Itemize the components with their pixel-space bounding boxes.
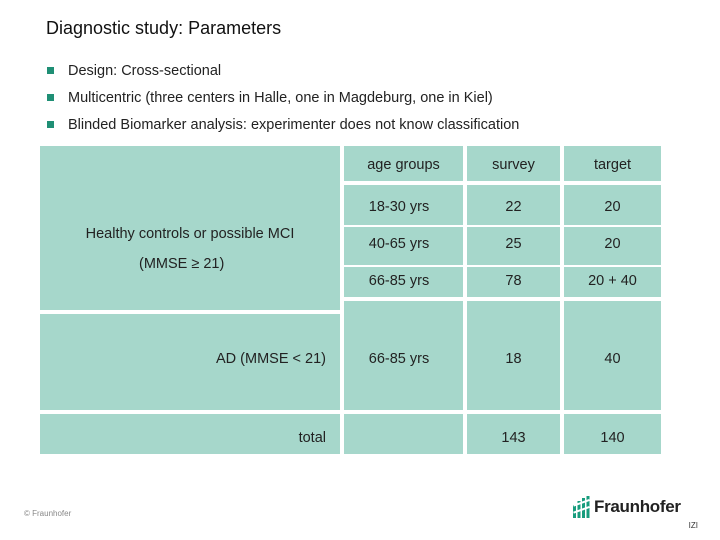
group-label-cell-healthy — [40, 146, 340, 310]
group-label-cell-ad — [40, 314, 340, 410]
ad-label: AD (MMSE < 21) — [216, 351, 326, 367]
cell-ad-survey — [467, 301, 560, 410]
fraunhofer-logo-icon — [573, 496, 590, 518]
bullet-square-icon — [47, 121, 54, 128]
cell-row3-target — [564, 267, 661, 297]
cell-row2-target — [564, 227, 661, 265]
cell-row2-age — [344, 227, 463, 265]
row1-target: 20 — [604, 199, 621, 215]
bullet-item: Multicentric (three centers in Halle, on… — [46, 89, 519, 116]
row1-age: 18-30 yrs — [368, 199, 430, 215]
bullet-text: Design: Cross-sectional — [68, 63, 222, 79]
total-survey: 143 — [501, 430, 526, 446]
healthy-label-line2: (MMSE ≥ 21) — [139, 256, 225, 272]
slide-title: Diagnostic study: Parameters — [46, 18, 282, 38]
ad-age: 66-85 yrs — [368, 351, 430, 367]
bullet-text: Blinded Biomarker analysis: experimenter… — [68, 117, 520, 133]
copyright-footer: © Fraunhofer — [24, 509, 72, 518]
row2-target: 20 — [604, 236, 621, 252]
bullet-item: Design: Cross-sectional — [46, 62, 519, 89]
logo-institute: IZI — [688, 521, 698, 530]
row1-survey: 22 — [505, 199, 522, 215]
header-survey: survey — [492, 157, 535, 173]
row2-age: 40-65 yrs — [368, 236, 430, 252]
row3-survey: 78 — [505, 273, 522, 289]
header-target: target — [593, 157, 632, 173]
cell-row3-age — [344, 267, 463, 297]
cell-total-survey — [467, 414, 560, 454]
bullet-square-icon — [47, 67, 54, 74]
bullet-list: Design: Cross-sectional Multicentric (th… — [46, 62, 519, 143]
healthy-label-line1: Healthy controls or possible MCI — [85, 226, 295, 242]
cell-total-age — [344, 414, 463, 454]
bullet-item: Blinded Biomarker analysis: experimenter… — [46, 116, 519, 143]
cell-row1-survey — [467, 185, 560, 225]
ad-survey: 18 — [505, 351, 522, 367]
cell-total-target — [564, 414, 661, 454]
total-target: 140 — [600, 430, 625, 446]
cell-ad-age — [344, 301, 463, 410]
cell-row1-target — [564, 185, 661, 225]
cell-row3-survey — [467, 267, 560, 297]
bullet-text: Multicentric (three centers in Halle, on… — [68, 90, 493, 106]
row2-survey: 25 — [505, 236, 522, 252]
header-cell-survey — [467, 146, 560, 181]
header-cell-age-groups — [344, 146, 463, 181]
total-label: total — [298, 430, 326, 446]
row3-age: 66-85 yrs — [368, 273, 430, 289]
bullet-square-icon — [47, 94, 54, 101]
fraunhofer-logo: Fraunhofer IZI — [572, 494, 700, 534]
cell-row2-survey — [467, 227, 560, 265]
cell-row1-age — [344, 185, 463, 225]
ad-target: 40 — [604, 351, 621, 367]
logo-wordmark: Fraunhofer — [594, 497, 681, 516]
cell-ad-target — [564, 301, 661, 410]
row3-target: 20 + 40 — [588, 273, 637, 289]
total-label-cell — [40, 414, 340, 454]
header-age-groups: age groups — [367, 157, 440, 173]
header-cell-target — [564, 146, 661, 181]
